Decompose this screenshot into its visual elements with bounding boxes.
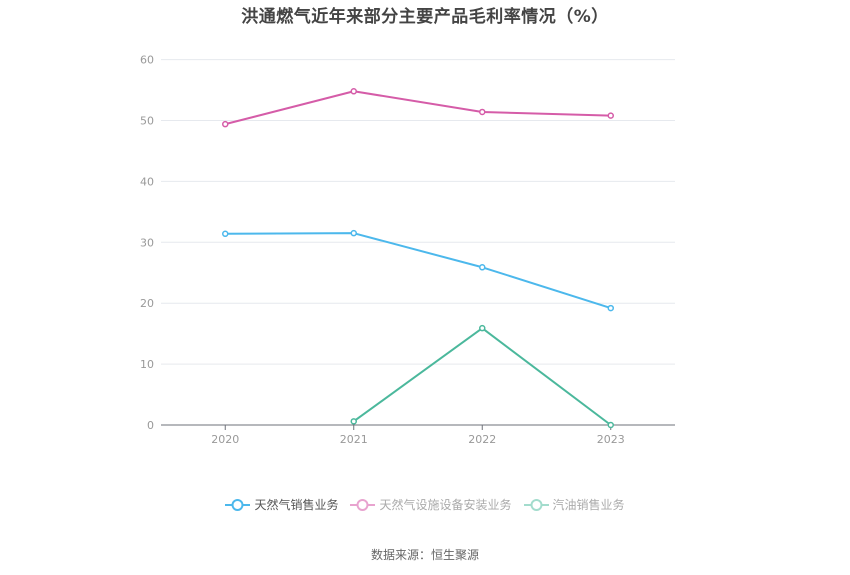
y-tick-label: 50 (140, 115, 154, 128)
data-source: 数据来源：恒生聚源 (370, 548, 479, 562)
legend-item-1[interactable]: 天然气设施设备安装业务 (350, 496, 512, 513)
x-tick-label: 2021 (340, 433, 368, 446)
series-0 (222, 229, 614, 312)
gridlines (161, 59, 675, 365)
legend: 天然气销售业务 天然气设施设备安装业务 汽油销售业务 (0, 496, 850, 513)
data-point[interactable] (350, 229, 357, 237)
legend-line-circle-icon (225, 498, 251, 511)
y-tick-label: 30 (140, 236, 154, 249)
series-2 (350, 324, 614, 429)
legend-line-circle-icon (523, 498, 549, 511)
line-chart: 0 10 20 30 40 50 60 2020 2021 2022 2023 (140, 54, 675, 446)
data-point[interactable] (607, 112, 614, 119)
legend-line-circle-icon (350, 498, 376, 511)
data-point[interactable] (222, 120, 229, 128)
legend-label: 天然气设施设备安装业务 (379, 498, 512, 512)
y-tick-label: 20 (140, 297, 154, 310)
data-point[interactable] (607, 304, 614, 312)
series-1 (222, 88, 614, 128)
y-tick-label: 0 (147, 419, 154, 432)
data-point[interactable] (479, 108, 486, 116)
legend-label: 天然气销售业务 (254, 498, 339, 512)
data-point[interactable] (350, 88, 357, 95)
y-tick-label: 10 (140, 358, 154, 371)
series-lines (222, 88, 614, 429)
legend-item-2[interactable]: 汽油销售业务 (523, 496, 625, 513)
y-tick-label: 60 (140, 54, 154, 67)
x-tick-label: 2022 (468, 433, 496, 446)
series-line (225, 232, 612, 310)
x-tick-label: 2020 (211, 433, 239, 446)
data-point[interactable] (607, 421, 614, 429)
legend-item-0[interactable]: 天然气销售业务 (225, 496, 338, 513)
data-point[interactable] (479, 264, 486, 271)
legend-label: 汽油销售业务 (552, 498, 625, 512)
y-tick-label: 40 (140, 175, 154, 188)
y-axis: 0 10 20 30 40 50 60 (140, 54, 154, 432)
x-axis: 2020 2021 2022 2023 (161, 424, 675, 446)
data-point[interactable] (222, 230, 229, 238)
series-line (353, 327, 612, 426)
data-point[interactable] (479, 324, 486, 332)
chart-title: 洪通燃气近年来部分主要产品毛利率情况（%） (241, 7, 609, 27)
series-line (225, 90, 611, 126)
data-point[interactable] (350, 418, 357, 425)
x-tick-label: 2023 (597, 433, 625, 446)
